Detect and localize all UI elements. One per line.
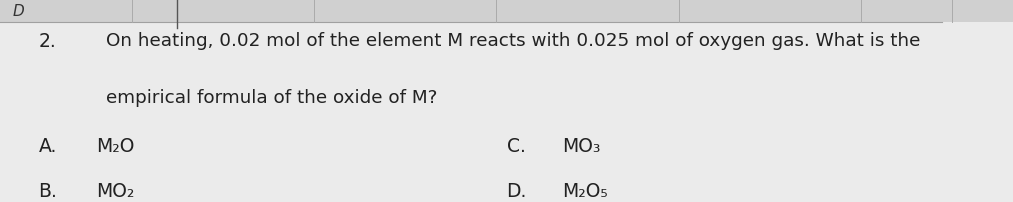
Text: M₂O₅: M₂O₅	[562, 182, 608, 201]
Text: MO₂: MO₂	[96, 182, 135, 201]
Text: 2.: 2.	[38, 32, 57, 51]
Text: On heating, 0.02 mol of the element M reacts with 0.025 mol of oxygen gas. What : On heating, 0.02 mol of the element M re…	[106, 32, 921, 50]
Bar	[0, 0, 1013, 22]
Text: D.: D.	[506, 182, 527, 201]
Text: empirical formula of the oxide of M?: empirical formula of the oxide of M?	[106, 89, 438, 107]
Text: C.: C.	[506, 137, 526, 156]
Text: MO₃: MO₃	[562, 137, 601, 156]
Text: A.: A.	[38, 137, 57, 156]
Text: M₂O: M₂O	[96, 137, 135, 156]
Text: D: D	[12, 3, 24, 19]
Text: B.: B.	[38, 182, 58, 201]
